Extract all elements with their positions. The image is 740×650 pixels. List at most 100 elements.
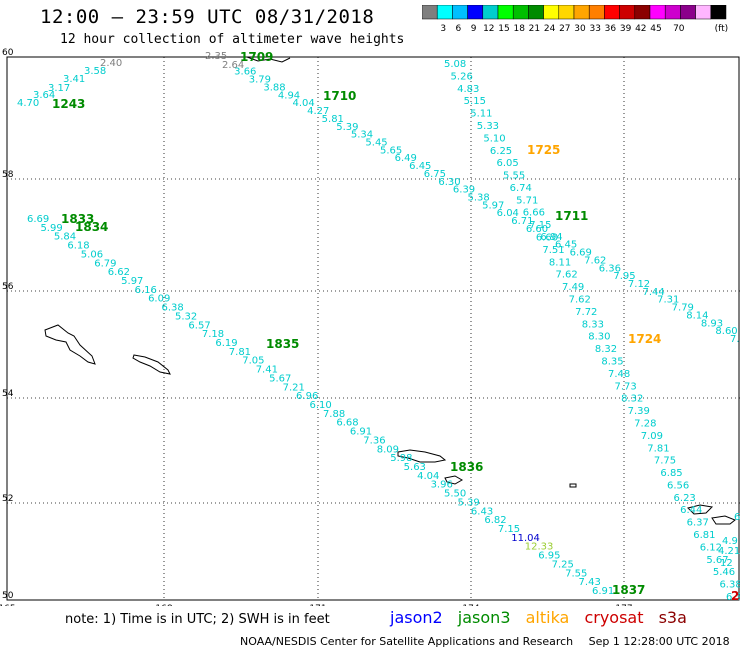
- swh-value-label: 11.04: [511, 533, 540, 544]
- colorbar-tick: 18: [513, 24, 525, 34]
- swh-value-label: 5.39: [336, 122, 358, 133]
- pass-time-label: 1243: [52, 97, 85, 111]
- swh-value-label: 7.75: [654, 456, 676, 467]
- swh-value-label: 6.49: [395, 153, 417, 164]
- swh-value-label: 4.83: [457, 84, 479, 95]
- swh-value-label: 4.21: [718, 546, 740, 557]
- swh-value-label: 6.60: [526, 224, 548, 235]
- colorbar-tick: 33: [589, 24, 600, 34]
- swh-value-label: 8.60: [715, 326, 737, 337]
- colorbar-tick: 70: [673, 24, 685, 34]
- lon-tick-label: 174: [462, 604, 479, 606]
- swh-value-label: 7.18: [202, 329, 224, 340]
- legend-s3a: s3a: [658, 608, 687, 627]
- swh-value-label: 6.96: [296, 391, 318, 402]
- swh-value-label: 5.65: [380, 145, 402, 156]
- swh-value-label: 3.66: [234, 67, 256, 78]
- pass-time-label: 1725: [527, 143, 560, 157]
- swh-value-label: 6: [734, 512, 740, 523]
- pass-time-label: 1724: [628, 332, 661, 346]
- swh-value-label: 6.95: [538, 551, 560, 562]
- pass-time-label: 1835: [266, 337, 299, 351]
- swh-value-label: 6.39: [453, 185, 475, 196]
- swh-value-label: 7.09: [641, 431, 663, 442]
- lat-tick-label: 54: [2, 389, 14, 399]
- swh-value-label: 4.70: [17, 98, 39, 109]
- wave-height-colorbar: 3 6 9 12 15 18 21 24 27 30 33 36 39 42 45 70 (ft): [422, 5, 728, 34]
- colorbar-tick: 3: [440, 24, 446, 34]
- satellite-legend: jason2 jason3 altika cryosat s3a: [390, 608, 697, 627]
- swh-value-label: 7.81: [229, 347, 251, 358]
- colorbar-tick: 30: [574, 24, 586, 34]
- lat-tick-label: 50: [2, 591, 14, 601]
- swh-value-label: 5.81: [322, 114, 344, 125]
- pass-time-label: 1710: [323, 89, 356, 103]
- swh-value-label: 7.39: [628, 406, 650, 417]
- swh-value-label: 5.46: [713, 567, 735, 578]
- colorbar-tick: 27: [559, 24, 570, 34]
- swh-value-label: 6.16: [135, 285, 157, 296]
- coastline: [246, 56, 291, 63]
- swh-value-label: 6.04: [497, 208, 519, 219]
- colorbar-tick: 36: [605, 24, 617, 34]
- swh-value-label: 6.19: [215, 338, 237, 349]
- swh-value-label: 3.41: [63, 74, 85, 85]
- swh-value-label: 6.43: [471, 506, 493, 517]
- swh-value-label: 12.33: [525, 542, 554, 553]
- swh-value-label: 7.81: [647, 443, 669, 454]
- swh-value-label: 6.36: [599, 263, 621, 274]
- swh-value-label: 5.39: [457, 497, 479, 508]
- swh-value-label: 4.27: [307, 106, 329, 117]
- legend-jason2: jason2: [390, 608, 443, 627]
- swh-value-label: 5.33: [477, 121, 499, 132]
- swh-value-label: 7.15: [529, 220, 551, 231]
- swh-value-label: 7.43: [579, 577, 601, 588]
- swh-value-label: 6.09: [148, 294, 170, 305]
- colorbar-tick: 24: [544, 24, 556, 34]
- footer-timestamp: Sep 1 12:28:00 UTC 2018: [588, 635, 730, 648]
- pass-time-label: 2: [731, 589, 739, 603]
- swh-value-label: 4.04: [293, 98, 315, 109]
- note-text: note: 1) Time is in UTC; 2) SWH is in fe…: [65, 612, 330, 627]
- swh-value-label: 5.84: [54, 232, 76, 243]
- swh-value-label: 6.60: [536, 233, 558, 244]
- swh-value-label: 3.96: [431, 480, 453, 491]
- swh-value-label: 3.79: [249, 75, 271, 86]
- swh-value-label: 5.67: [269, 373, 291, 384]
- lat-tick-label: 56: [2, 282, 14, 292]
- swh-value-label: 5.38: [468, 193, 490, 204]
- swh-value-label: 8.14: [686, 310, 708, 321]
- swh-value-label: 7.49: [562, 282, 584, 293]
- swh-value-label: 3.64: [33, 90, 55, 101]
- pass-time-label: 1837: [612, 583, 645, 597]
- colorbar-tick: 6: [456, 24, 462, 34]
- swh-value-label: 6.10: [310, 400, 332, 411]
- lon-tick-label: 165: [0, 604, 16, 606]
- swh-value-label: 5.50: [444, 489, 466, 500]
- colorbar-swatch: [710, 5, 727, 20]
- swh-value-label: 5.63: [404, 462, 426, 473]
- map-subtitle: 12 hour collection of altimeter wave hei…: [60, 32, 405, 47]
- swh-value-label: 5.10: [483, 133, 505, 144]
- swh-value-label: 6.05: [496, 158, 518, 169]
- swh-value-label: 5.97: [482, 200, 504, 211]
- swh-value-label: 7.72: [575, 307, 597, 318]
- swh-value-label: 7.51: [542, 245, 564, 256]
- lat-tick-label: 58: [2, 170, 14, 180]
- swh-value-label: 5.99: [40, 223, 62, 234]
- swh-value-label: 6.45: [409, 161, 431, 172]
- legend-jason3: jason3: [457, 608, 511, 627]
- altimeter-map: 1651681711741776058565452504.703.643.173…: [0, 48, 740, 606]
- swh-value-label: 5.34: [351, 130, 373, 141]
- swh-value-label: 8.09: [377, 444, 399, 455]
- swh-value-label: 6.30: [438, 177, 460, 188]
- swh-value-label: 5.06: [81, 249, 103, 260]
- swh-value-label: 5.98: [390, 453, 412, 464]
- swh-value-label: 7.95: [613, 271, 635, 282]
- swh-value-label: 7.31: [657, 295, 679, 306]
- pass-time-label: 1711: [555, 209, 588, 223]
- swh-value-label: 7.62: [584, 255, 606, 266]
- coastline: [397, 449, 447, 463]
- lon-tick-label: 168: [155, 604, 172, 606]
- footer-credit: NOAA/NESDIS Center for Satellite Applica…: [240, 635, 574, 648]
